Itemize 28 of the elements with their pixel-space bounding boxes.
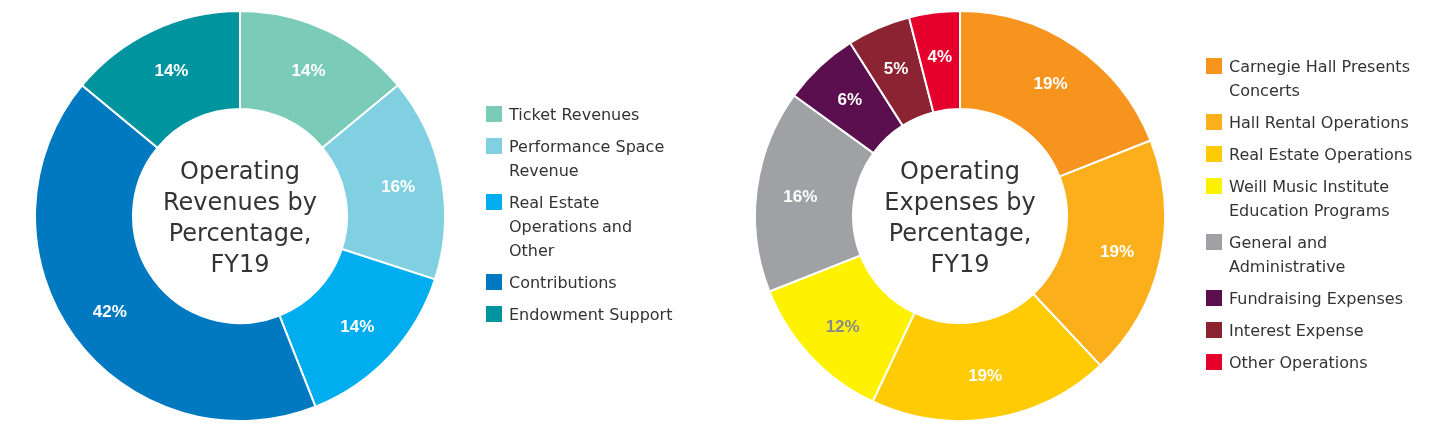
data-label: 16% bbox=[381, 176, 416, 196]
data-label: 19% bbox=[1033, 73, 1068, 93]
legend-label: Performance Space Revenue bbox=[509, 137, 665, 180]
data-label: 5% bbox=[883, 59, 909, 79]
data-label: 14% bbox=[291, 61, 326, 81]
legend-label: Interest Expense bbox=[1229, 321, 1364, 340]
text: Operating Expenses by Percentage, FY19 bbox=[884, 156, 1036, 278]
legend-label: Real Estate Operations and Other bbox=[509, 193, 633, 260]
data-label: 14% bbox=[154, 61, 189, 81]
data-label: 42% bbox=[92, 301, 127, 321]
legend-label: Ticket Revenues bbox=[508, 105, 640, 124]
data-label: 14% bbox=[340, 317, 375, 337]
data-label: 16% bbox=[783, 186, 818, 206]
data-label: 6% bbox=[837, 89, 863, 109]
legend-label: Endowment Support bbox=[509, 305, 673, 324]
legend-label: General and Administrative bbox=[1229, 233, 1346, 276]
data-label: 19% bbox=[968, 365, 1003, 385]
text: Operating Revenues by Percentage, FY19 bbox=[162, 156, 318, 278]
legend-label: Weill Music Institute Education Programs bbox=[1229, 177, 1390, 220]
legend-label: Contributions bbox=[509, 273, 617, 292]
data-label: 4% bbox=[927, 47, 953, 67]
legend-label: Real Estate Operations bbox=[1229, 145, 1413, 164]
legend-label: Other Operations bbox=[1229, 353, 1368, 372]
legend-label: Hall Rental Operations bbox=[1229, 113, 1409, 132]
data-label: 12% bbox=[825, 317, 860, 337]
data-label: 19% bbox=[1100, 242, 1135, 262]
legend-label: Fundraising Expenses bbox=[1229, 289, 1403, 308]
legend-label: Carnegie Hall Presents Concerts bbox=[1229, 57, 1410, 100]
